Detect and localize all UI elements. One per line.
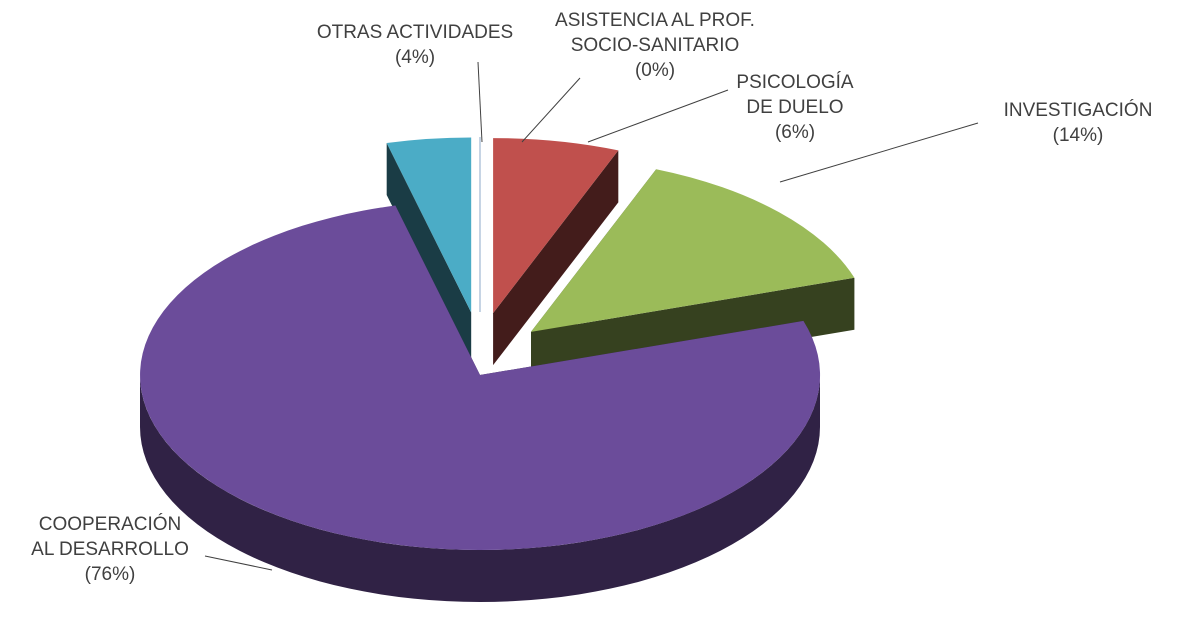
leader-line [477, 61, 483, 143]
value-label: (0%) [634, 60, 676, 81]
leader-line [521, 77, 581, 143]
slice [493, 138, 619, 366]
slice-top [531, 169, 855, 332]
slice-side [493, 150, 619, 366]
category-label: COOPERACIÓN AL DESARROLLO [31, 514, 189, 560]
category-label: PSICOLOGÍA DE DUELO [736, 72, 854, 118]
category-label: ASISTENCIA AL PROF. SOCIO-SANITARIO [555, 10, 755, 56]
leader-line [204, 555, 273, 571]
slice-top [493, 138, 619, 314]
slices [140, 137, 855, 602]
slice-label: INVESTIGACIÓN (14%) [978, 98, 1178, 148]
slice-label: OTRAS ACTIVIDADES (4%) [285, 20, 545, 70]
slice-label: PSICOLOGÍA DE DUELO (6%) [710, 70, 880, 145]
value-label: (4%) [394, 47, 436, 68]
leader-lines [204, 61, 979, 571]
value-label: (6%) [774, 122, 816, 143]
slice-side [386, 143, 472, 365]
slice-label: COOPERACIÓN AL DESARROLLO (76%) [10, 512, 210, 587]
slice-top [386, 137, 472, 313]
slice-label: ASISTENCIA AL PROF. SOCIO-SANITARIO (0%) [530, 8, 780, 83]
slice-wall [140, 375, 820, 602]
slice [140, 205, 821, 602]
category-label: INVESTIGACIÓN [1003, 100, 1153, 121]
value-label: (14%) [1052, 125, 1104, 146]
leader-line [587, 89, 729, 143]
slice [386, 137, 472, 365]
leader-line [779, 122, 979, 183]
category-label: OTRAS ACTIVIDADES [316, 22, 514, 43]
value-label: (76%) [84, 564, 136, 585]
slice-top [140, 205, 821, 550]
